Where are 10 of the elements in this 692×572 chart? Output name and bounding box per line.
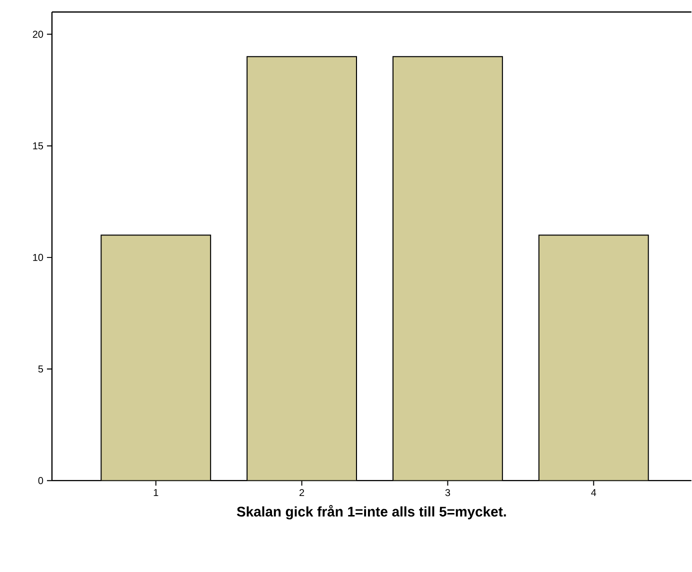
x-tick-label: 1 [154, 489, 158, 496]
y-tick-label: 20 [32, 31, 44, 38]
y-tick-label: 15 [33, 142, 44, 150]
x-tick-label: 2 [300, 489, 304, 496]
x-axis-title: Skalan gick från 1=inte alls till 5=mycket. [236, 505, 506, 520]
x-tick-label: 3 [445, 489, 450, 496]
y-tick-label: 5 [38, 366, 44, 373]
x-tick-label: 4 [591, 489, 596, 496]
y-tick-label: 10 [33, 254, 44, 262]
y-tick-label: 0 [38, 477, 44, 484]
